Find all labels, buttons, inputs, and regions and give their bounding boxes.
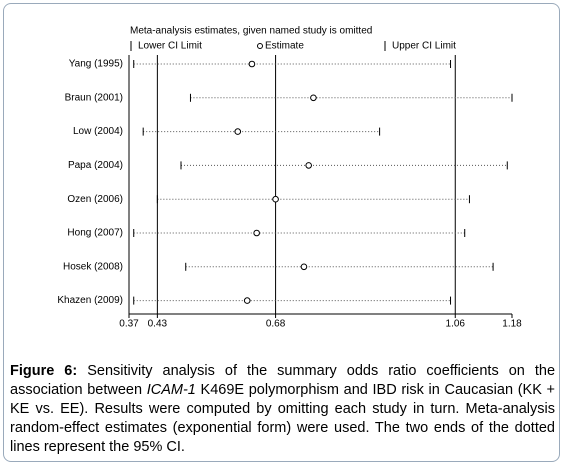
y-tick-label: Hong (2007): [67, 228, 123, 239]
caption-text: K469E polymorphism and IBD risk in Cauca…: [10, 382, 555, 455]
y-tick-label: Khazen (2009): [57, 295, 123, 306]
y-tick-label: Papa (2004): [68, 160, 123, 171]
x-tick-label: 0.68: [266, 319, 286, 330]
chart: Meta-analysis estimates, given named stu…: [57, 26, 522, 330]
estimate: [305, 162, 312, 169]
x-tick-label: 0.37: [119, 319, 139, 330]
caption-gene: ICAM-1: [146, 382, 196, 398]
x-tick-label: 0.43: [148, 319, 168, 330]
estimate: [310, 94, 317, 102]
y-tick-label: Hosek (2008): [63, 261, 123, 272]
estimate: [300, 263, 308, 271]
x-tick-label: 1.06: [446, 319, 466, 330]
estimate: [248, 60, 256, 68]
y-tick-label: Low (2004): [73, 126, 123, 137]
legend-label: Lower CI Limit: [138, 41, 202, 52]
estimate: [234, 128, 242, 135]
y-tick-label: Ozen (2006): [67, 194, 123, 205]
figure-frame: [3, 3, 560, 462]
chart-title: Meta-analysis estimates, given named stu…: [130, 26, 372, 37]
estimate: [253, 229, 260, 237]
legend-label: Estimate: [265, 41, 304, 52]
y-tick-label: Yang (1995): [69, 59, 123, 70]
estimate: [243, 297, 251, 304]
x-tick-label: 1.18: [502, 319, 522, 330]
estimate: [272, 195, 279, 203]
caption: Figure 6: Sensitivity analysis of the su…: [10, 362, 555, 457]
caption-label: Figure 6:: [10, 363, 78, 379]
legend-label: Upper CI Limit: [392, 41, 456, 52]
y-tick-label: Braun (2001): [65, 92, 123, 103]
legend-symbol: [257, 43, 263, 49]
caption-text: Sensitivity analysis of the summary odds…: [10, 363, 556, 398]
